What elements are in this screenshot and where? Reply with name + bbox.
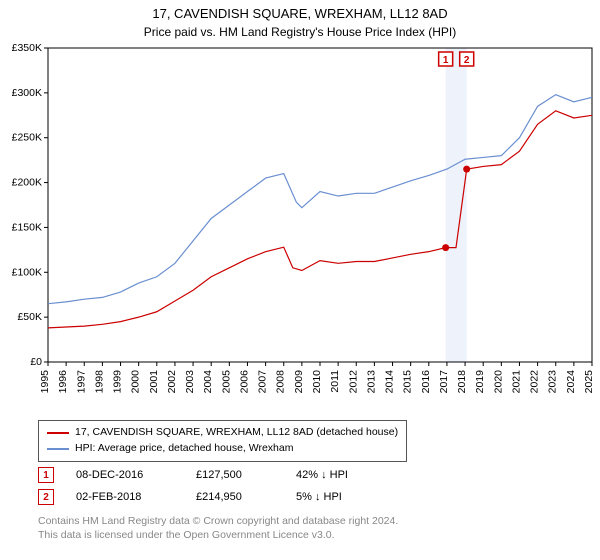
- svg-text:2016: 2016: [420, 370, 432, 394]
- chart-subtitle: Price paid vs. HM Land Registry's House …: [0, 21, 600, 45]
- annotation-price: £127,500: [196, 469, 296, 481]
- svg-text:2003: 2003: [184, 370, 196, 394]
- svg-text:£100K: £100K: [12, 266, 42, 278]
- annotation-row: 1 08-DEC-2016 £127,500 42% ↓ HPI: [38, 464, 396, 486]
- svg-text:2012: 2012: [347, 370, 359, 394]
- svg-text:£300K: £300K: [12, 87, 42, 99]
- svg-text:£150K: £150K: [12, 221, 42, 233]
- svg-text:£200K: £200K: [12, 177, 42, 189]
- footer-attribution: Contains HM Land Registry data © Crown c…: [38, 514, 398, 542]
- annotation-price: £214,950: [196, 491, 296, 503]
- svg-text:2014: 2014: [384, 370, 396, 394]
- chart-area: £0 £50K £100K £150K £200K £250K £300K £350K 1995…: [0, 44, 600, 414]
- svg-text:£50K: £50K: [17, 311, 42, 323]
- svg-text:2008: 2008: [275, 370, 287, 394]
- svg-text:2021: 2021: [510, 370, 522, 394]
- annotation-diff: 42% ↓ HPI: [296, 469, 396, 481]
- annotation-date: 08-DEC-2016: [76, 469, 196, 481]
- svg-text:2024: 2024: [565, 370, 577, 394]
- svg-text:2009: 2009: [293, 370, 305, 394]
- footer-line: This data is licensed under the Open Gov…: [38, 528, 398, 542]
- svg-text:2025: 2025: [583, 370, 595, 394]
- annotation-table: 1 08-DEC-2016 £127,500 42% ↓ HPI 2 02-FE…: [38, 464, 396, 508]
- svg-text:1995: 1995: [39, 370, 51, 394]
- svg-text:2018: 2018: [456, 370, 468, 394]
- legend-swatch: [47, 432, 69, 434]
- legend-swatch: [47, 448, 69, 450]
- svg-text:1997: 1997: [75, 370, 87, 394]
- svg-text:2022: 2022: [529, 370, 541, 394]
- annotation-row: 2 02-FEB-2018 £214,950 5% ↓ HPI: [38, 486, 396, 508]
- svg-text:2013: 2013: [365, 370, 377, 394]
- svg-text:2010: 2010: [311, 370, 323, 394]
- svg-text:2019: 2019: [474, 370, 486, 394]
- svg-text:2002: 2002: [166, 370, 178, 394]
- svg-text:2017: 2017: [438, 370, 450, 394]
- legend-label: HPI: Average price, detached house, Wrex…: [75, 441, 294, 457]
- svg-text:1999: 1999: [112, 370, 124, 394]
- svg-text:2005: 2005: [220, 370, 232, 394]
- svg-text:2004: 2004: [202, 370, 214, 394]
- svg-text:2006: 2006: [238, 370, 250, 394]
- svg-text:2007: 2007: [257, 370, 269, 394]
- svg-text:2015: 2015: [402, 370, 414, 394]
- svg-text:2023: 2023: [547, 370, 559, 394]
- svg-text:2011: 2011: [329, 370, 341, 393]
- footer-line: Contains HM Land Registry data © Crown c…: [38, 514, 398, 528]
- chart-svg: £0 £50K £100K £150K £200K £250K £300K £350K 1995…: [0, 44, 600, 414]
- legend-row: HPI: Average price, detached house, Wrex…: [47, 441, 398, 457]
- svg-text:£250K: £250K: [12, 132, 42, 144]
- legend-label: 17, CAVENDISH SQUARE, WREXHAM, LL12 8AD …: [75, 425, 398, 441]
- annotation-badge: 2: [38, 489, 54, 505]
- chart-container: { "title": "17, CAVENDISH SQUARE, WREXHA…: [0, 0, 600, 560]
- svg-text:2000: 2000: [130, 370, 142, 394]
- svg-text:2001: 2001: [148, 370, 160, 394]
- svg-text:1: 1: [443, 55, 449, 66]
- annotation-badge: 1: [38, 467, 54, 483]
- svg-text:£350K: £350K: [12, 44, 42, 54]
- legend-row: 17, CAVENDISH SQUARE, WREXHAM, LL12 8AD …: [47, 425, 398, 441]
- svg-text:1998: 1998: [93, 370, 105, 394]
- annotation-diff: 5% ↓ HPI: [296, 491, 396, 503]
- svg-text:2: 2: [464, 55, 470, 66]
- svg-text:1996: 1996: [57, 370, 69, 394]
- svg-text:2020: 2020: [492, 370, 504, 394]
- annotation-date: 02-FEB-2018: [76, 491, 196, 503]
- chart-title: 17, CAVENDISH SQUARE, WREXHAM, LL12 8AD: [0, 0, 600, 21]
- legend: 17, CAVENDISH SQUARE, WREXHAM, LL12 8AD …: [38, 420, 407, 462]
- svg-text:£0: £0: [30, 356, 42, 368]
